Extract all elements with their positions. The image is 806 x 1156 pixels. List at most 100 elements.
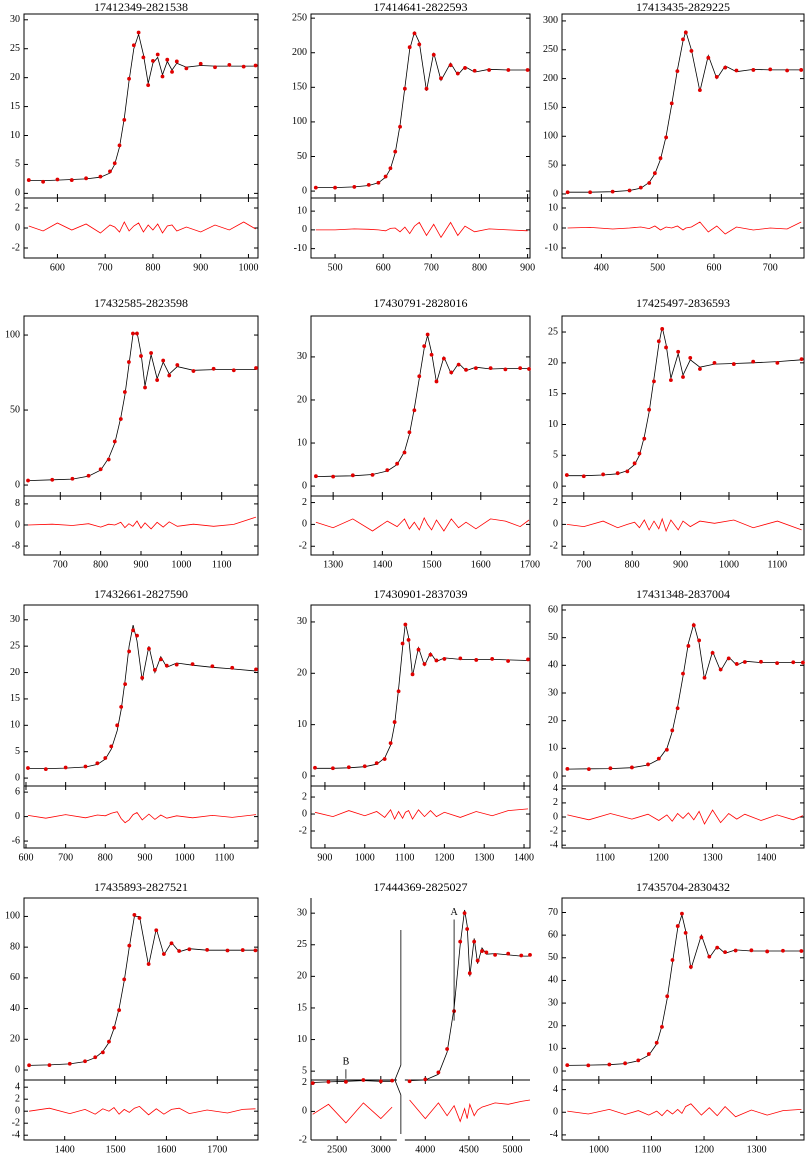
y-tick-label: 10 (297, 719, 307, 730)
data-point (374, 761, 379, 766)
data-point (656, 756, 661, 761)
y-tick-label: 100 (5, 911, 20, 922)
data-point (799, 68, 804, 72)
y-tick-label: 50 (548, 159, 558, 170)
y-tick-label: 5 (15, 746, 20, 757)
data-point (731, 362, 736, 366)
y-tick-label: 250 (543, 44, 558, 55)
x-tick-label: 4000 (415, 1144, 435, 1155)
panel-title: 17413435-2829225 (636, 0, 730, 14)
data-point (143, 385, 147, 390)
data-point (686, 644, 691, 648)
data-point (253, 948, 258, 953)
y-tick-label: 30 (297, 907, 307, 918)
data-point (429, 352, 434, 357)
data-point (135, 331, 139, 336)
y-tick-label: 200 (292, 47, 307, 58)
data-point (93, 1055, 98, 1060)
data-point (417, 374, 422, 379)
main-frame (561, 897, 805, 1081)
data-point (441, 356, 446, 361)
data-point (376, 180, 381, 185)
data-point (702, 675, 707, 680)
data-point (688, 356, 693, 360)
x-tick-label: 1200 (649, 852, 669, 863)
data-point (122, 977, 127, 982)
data-point (161, 358, 166, 363)
y-tick-label: 0 (15, 811, 20, 822)
data-point (407, 45, 412, 50)
data-point (47, 1063, 52, 1068)
panel-title: 17432661-2827590 (94, 587, 188, 601)
data-point (588, 190, 593, 195)
data-point (310, 1081, 315, 1086)
x-tick-label: 5000 (503, 1144, 523, 1155)
data-point (41, 179, 46, 184)
data-point (187, 947, 192, 952)
model-line (566, 327, 802, 477)
data-point (799, 357, 804, 362)
x-tick-label: 1600 (156, 1144, 176, 1155)
x-tick-label: 600 (376, 262, 391, 273)
data-point (488, 366, 493, 371)
data-point (164, 663, 169, 668)
residual-line (315, 221, 528, 239)
data-point (652, 379, 656, 384)
y-tick-label: 0 (553, 188, 558, 199)
data-point (627, 188, 632, 193)
y-tick-label: 2 (553, 497, 558, 508)
data-point (718, 667, 723, 672)
data-point (410, 672, 415, 677)
residual-frame (310, 785, 531, 849)
y-tick-label: -4 (550, 1129, 558, 1140)
y-tick-label: 0 (15, 188, 20, 199)
main-frame (23, 13, 259, 199)
y-tick-label: 100 (5, 329, 20, 340)
y-tick-label: 100 (543, 131, 558, 142)
data-point (416, 647, 421, 652)
data-point (646, 1052, 651, 1056)
data-point (801, 660, 805, 665)
data-point (707, 954, 712, 959)
data-point (431, 52, 436, 57)
data-point (474, 658, 479, 662)
data-point (528, 952, 532, 957)
data-point (139, 354, 143, 358)
x-tick-label: 1100 (642, 1144, 662, 1155)
y-tick-label: 0 (553, 480, 558, 491)
y-tick-label: 0 (15, 1064, 20, 1075)
data-point (664, 747, 669, 752)
x-tick-label: 700 (424, 262, 439, 273)
y-tick-label: 30 (297, 616, 307, 627)
data-point (155, 378, 160, 382)
data-point (615, 471, 620, 476)
data-point (689, 49, 694, 53)
x-tick-label: 700 (763, 262, 778, 273)
data-point (458, 939, 463, 944)
panel-title: 17414641-2822593 (374, 0, 468, 14)
y-tick-label: 15 (548, 388, 558, 399)
data-point (669, 378, 673, 383)
data-point (95, 761, 100, 766)
data-point (174, 59, 179, 64)
y-tick-label: -2 (299, 1134, 307, 1145)
data-point (117, 143, 122, 148)
y-tick-label: 150 (543, 102, 558, 113)
data-point (581, 474, 586, 479)
x-tick-label: 900 (520, 262, 535, 273)
data-point (241, 64, 246, 69)
panel-title: 17412349-2821538 (94, 0, 188, 14)
y-tick-label: 6 (15, 786, 20, 797)
data-point (647, 407, 652, 412)
data-point (799, 949, 804, 953)
data-point (86, 473, 91, 478)
y-tick-label: 0 (302, 1106, 307, 1117)
y-tick-label: 20 (548, 357, 558, 368)
data-point (313, 765, 317, 770)
data-point (170, 69, 174, 74)
x-tick-label: 1100 (395, 852, 415, 863)
data-point (390, 1078, 395, 1083)
data-point (378, 1079, 383, 1084)
data-point (610, 189, 615, 194)
